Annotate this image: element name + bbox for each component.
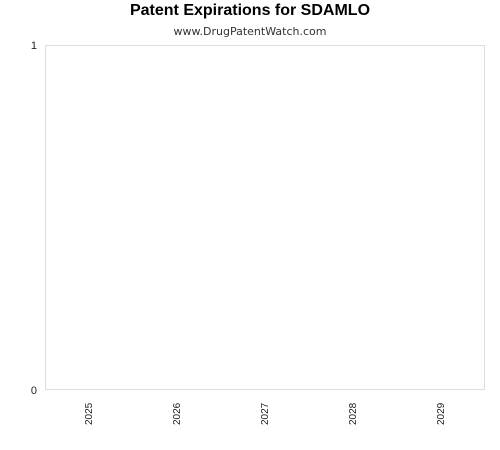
chart-title: Patent Expirations for SDAMLO [129, 2, 371, 19]
x-tick-label: 2025 [84, 402, 95, 425]
chart-subtitle: www.DrugPatentWatch.com [173, 25, 327, 38]
x-tick-label: 2027 [260, 402, 271, 425]
x-tick-label: 2029 [436, 402, 447, 425]
x-tick-label: 2028 [348, 402, 359, 425]
x-axis-ticks: 2025 2026 2027 2028 2029 [84, 402, 447, 425]
y-axis-ticks: 01 [31, 40, 37, 397]
y-tick-label: 1 [31, 40, 37, 52]
y-tick-label: 0 [31, 385, 37, 397]
x-tick-label: 2026 [172, 402, 183, 425]
plot-frame [45, 45, 485, 390]
